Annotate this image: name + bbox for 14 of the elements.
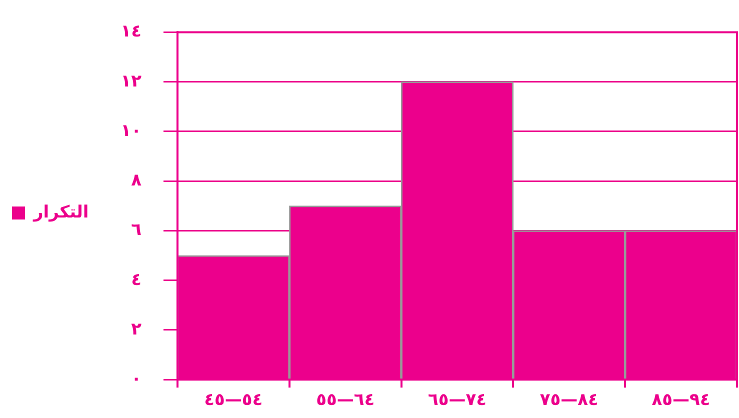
x-tick-label: ٤٥—٥٤ (204, 390, 263, 410)
y-tick-label: ١٢ (120, 71, 142, 92)
y-tick-label: ٨ (131, 170, 142, 191)
x-tick-label: ٧٥—٨٤ (540, 390, 598, 410)
x-tick-label: ٥٥—٦٤ (316, 390, 375, 410)
y-tick-label: ٠ (131, 369, 142, 390)
legend-label: التكرار (32, 202, 89, 222)
y-tick-label: ٦ (131, 220, 142, 240)
y-tick-label: ٤ (131, 270, 142, 290)
y-tick-label: ١٤ (120, 22, 142, 42)
x-tick-label: ٦٥—٧٤ (428, 390, 486, 410)
y-tick-label: ٢ (131, 319, 142, 340)
y-tick-label: ١٠ (120, 120, 142, 141)
x-tick-label: ٨٥—٩٤ (652, 390, 710, 410)
